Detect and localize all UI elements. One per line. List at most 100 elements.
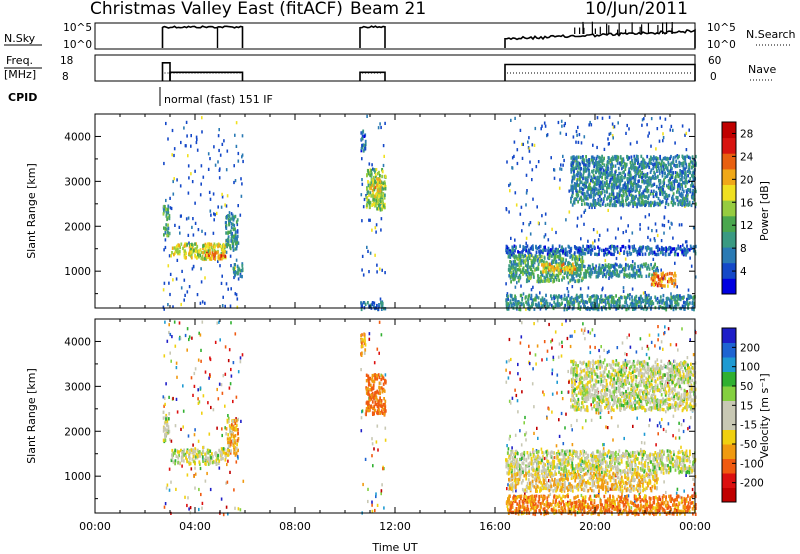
velocity-speckle <box>528 362 531 366</box>
power-speckle <box>514 116 516 120</box>
power-cell <box>616 269 619 273</box>
radar-title: Christmas Valley East (fitACF) <box>90 0 343 19</box>
power-cell <box>595 170 597 174</box>
velocity-speckle <box>558 466 560 470</box>
power-cell <box>580 167 582 171</box>
power-cell <box>604 263 607 267</box>
power-cell <box>535 244 537 249</box>
power-cell <box>621 175 623 179</box>
power-speckle <box>229 254 232 258</box>
velocity-speckle <box>384 426 387 430</box>
power-cell <box>598 303 600 307</box>
velocity-speckle <box>208 432 211 436</box>
power-cell <box>691 194 693 199</box>
power-cell <box>641 163 643 168</box>
power-cell <box>570 200 572 204</box>
power-speckle <box>178 225 181 229</box>
power-speckle <box>537 221 540 225</box>
power-cell <box>656 157 659 161</box>
power-speckle <box>180 140 182 145</box>
velocity-speckle <box>540 447 543 451</box>
power-cell <box>190 252 193 256</box>
power-cell <box>555 261 558 266</box>
power-cell <box>584 178 587 182</box>
velocity-speckle <box>557 355 560 359</box>
power-cell <box>631 182 634 187</box>
power-cell <box>558 271 560 276</box>
power-cell <box>576 250 579 254</box>
power-cell <box>572 262 574 266</box>
power-cell <box>175 248 178 252</box>
power-cell <box>234 270 237 274</box>
power-cell <box>164 226 167 231</box>
power-cell <box>654 252 657 256</box>
power-speckle <box>183 278 186 282</box>
power-cell <box>608 303 611 307</box>
power-cell <box>574 156 577 160</box>
power-cell <box>687 155 690 159</box>
power-cell <box>521 250 524 254</box>
power-speckle <box>194 201 196 205</box>
power-cell <box>573 175 576 179</box>
power-cell <box>382 204 385 208</box>
power-cell <box>684 301 687 306</box>
power-cell <box>371 193 374 198</box>
power-cell <box>381 198 384 202</box>
power-speckle <box>651 229 653 233</box>
power-speckle <box>217 134 220 138</box>
power-cell <box>640 203 643 207</box>
power-speckle <box>562 163 564 167</box>
power-cell <box>234 214 237 219</box>
power-cell <box>578 251 581 255</box>
power-cell <box>557 248 559 252</box>
power-cell <box>629 202 631 206</box>
velocity-speckle <box>508 359 510 363</box>
power-speckle <box>366 199 368 203</box>
power-speckle <box>225 250 228 254</box>
power-speckle <box>660 124 663 128</box>
power-cell <box>572 298 575 303</box>
power-cell <box>592 304 594 308</box>
power-cell <box>633 168 636 172</box>
power-cell <box>606 179 608 184</box>
power-cell <box>645 274 648 278</box>
power-cell <box>660 162 662 167</box>
power-cell <box>184 249 186 253</box>
power-cell <box>578 254 581 258</box>
power-cell <box>582 171 585 175</box>
power-cell <box>635 166 638 170</box>
power-cell <box>361 303 363 307</box>
velocity-speckle <box>198 400 201 404</box>
power-cell <box>654 176 657 180</box>
power-cell <box>676 198 679 202</box>
power-cell <box>579 180 582 184</box>
power-cell <box>548 253 551 258</box>
power-speckle <box>589 244 592 248</box>
power-cell <box>587 163 589 168</box>
power-cell <box>685 172 687 177</box>
power-cell <box>674 282 677 286</box>
power-cell <box>236 230 239 234</box>
power-cell <box>378 184 381 188</box>
power-speckle <box>516 161 519 166</box>
power-cell <box>557 303 559 308</box>
power-speckle <box>522 261 524 265</box>
power-speckle <box>682 243 684 247</box>
power-cell <box>634 177 637 182</box>
power-cell <box>663 274 666 278</box>
power-speckle <box>628 191 630 195</box>
power-cell <box>208 253 211 258</box>
power-speckle <box>629 293 631 297</box>
power-cell <box>590 194 592 198</box>
power-cell <box>600 181 602 185</box>
power-cell <box>585 272 588 277</box>
power-speckle <box>672 236 674 240</box>
power-cell <box>209 251 211 256</box>
power-cell <box>614 262 617 266</box>
power-speckle <box>575 140 577 144</box>
velocity-speckle <box>207 401 209 405</box>
velocity-speckle <box>519 341 522 345</box>
velocity-speckle <box>686 390 688 394</box>
power-speckle <box>550 156 552 160</box>
power-cell <box>642 202 645 206</box>
